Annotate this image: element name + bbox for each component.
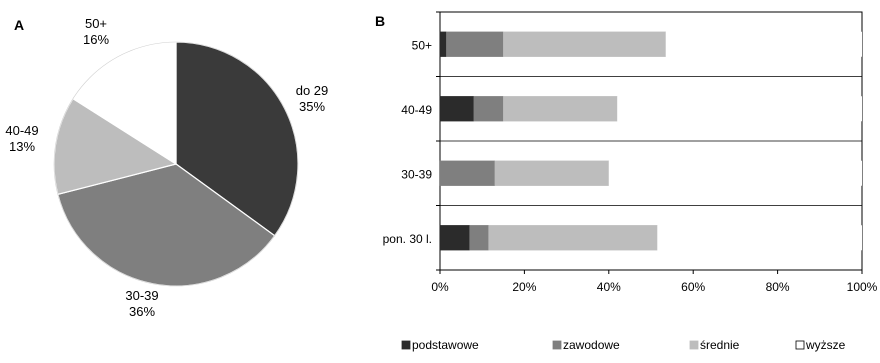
legend-swatch-średnie xyxy=(689,340,699,350)
category-label: 50+ xyxy=(412,38,432,52)
legend-swatch-zawodowe xyxy=(552,340,562,350)
pie-percent-0: 35% xyxy=(299,99,325,114)
x-tick-label: 0% xyxy=(431,280,449,294)
bar-segment-podstawowe-3 xyxy=(439,225,470,251)
pie-label-2: 40-49 xyxy=(5,123,38,138)
pie-percent-1: 36% xyxy=(129,304,155,319)
pie-label-0: do 29 xyxy=(296,83,329,98)
bar-segment-zawodowe-1 xyxy=(473,96,504,122)
bar-segment-wyższe-1 xyxy=(617,96,862,122)
category-label: 40-49 xyxy=(401,103,432,117)
bar-segment-średnie-2 xyxy=(494,160,609,186)
bar-segment-średnie-0 xyxy=(503,31,666,57)
x-tick-label: 100% xyxy=(847,280,878,294)
stacked-bar-chart: 50+ 40-49 30-39 pon. 30 l. 0% 20% 40% 60% 80% 100… xyxy=(383,11,878,294)
legend-label-zawodowe: zawodowe xyxy=(563,338,620,352)
category-label: 30-39 xyxy=(401,167,432,181)
pie-percent-3: 16% xyxy=(83,32,109,47)
panel-b-label: B xyxy=(375,13,385,29)
bar-segment-wyższe-0 xyxy=(665,31,862,57)
legend-swatch-wyższe xyxy=(795,340,805,350)
category-label: pon. 30 l. xyxy=(383,232,432,246)
bar-segment-średnie-1 xyxy=(503,96,618,122)
x-tick-label: 60% xyxy=(681,280,705,294)
legend-label-średnie: średnie xyxy=(700,338,740,352)
bar-segment-średnie-3 xyxy=(488,225,658,251)
bar-segment-podstawowe-0 xyxy=(439,31,447,57)
pie-label-1: 30-39 xyxy=(125,288,158,303)
bar-segment-wyższe-3 xyxy=(657,225,862,251)
bar-segment-zawodowe-0 xyxy=(446,31,504,57)
x-tick-label: 80% xyxy=(766,280,790,294)
bar-segment-wyższe-2 xyxy=(608,160,862,186)
x-tick-label: 40% xyxy=(597,280,621,294)
legend-label-wyższe: wyższe xyxy=(805,338,846,352)
pie-label-3: 50+ xyxy=(85,16,107,31)
pie-percent-2: 13% xyxy=(9,139,35,154)
pie-outline xyxy=(53,41,299,287)
legend-swatch-podstawowe xyxy=(401,340,411,350)
panel-a-label: A xyxy=(14,17,24,33)
legend: podstawowe zawodowe średnie wyższe xyxy=(401,338,846,352)
bar-segment-zawodowe-2 xyxy=(439,160,496,186)
bar-segment-zawodowe-3 xyxy=(469,225,489,251)
bar-segment-podstawowe-1 xyxy=(439,96,474,122)
x-tick-label: 20% xyxy=(512,280,536,294)
legend-label-podstawowe: podstawowe xyxy=(412,338,479,352)
